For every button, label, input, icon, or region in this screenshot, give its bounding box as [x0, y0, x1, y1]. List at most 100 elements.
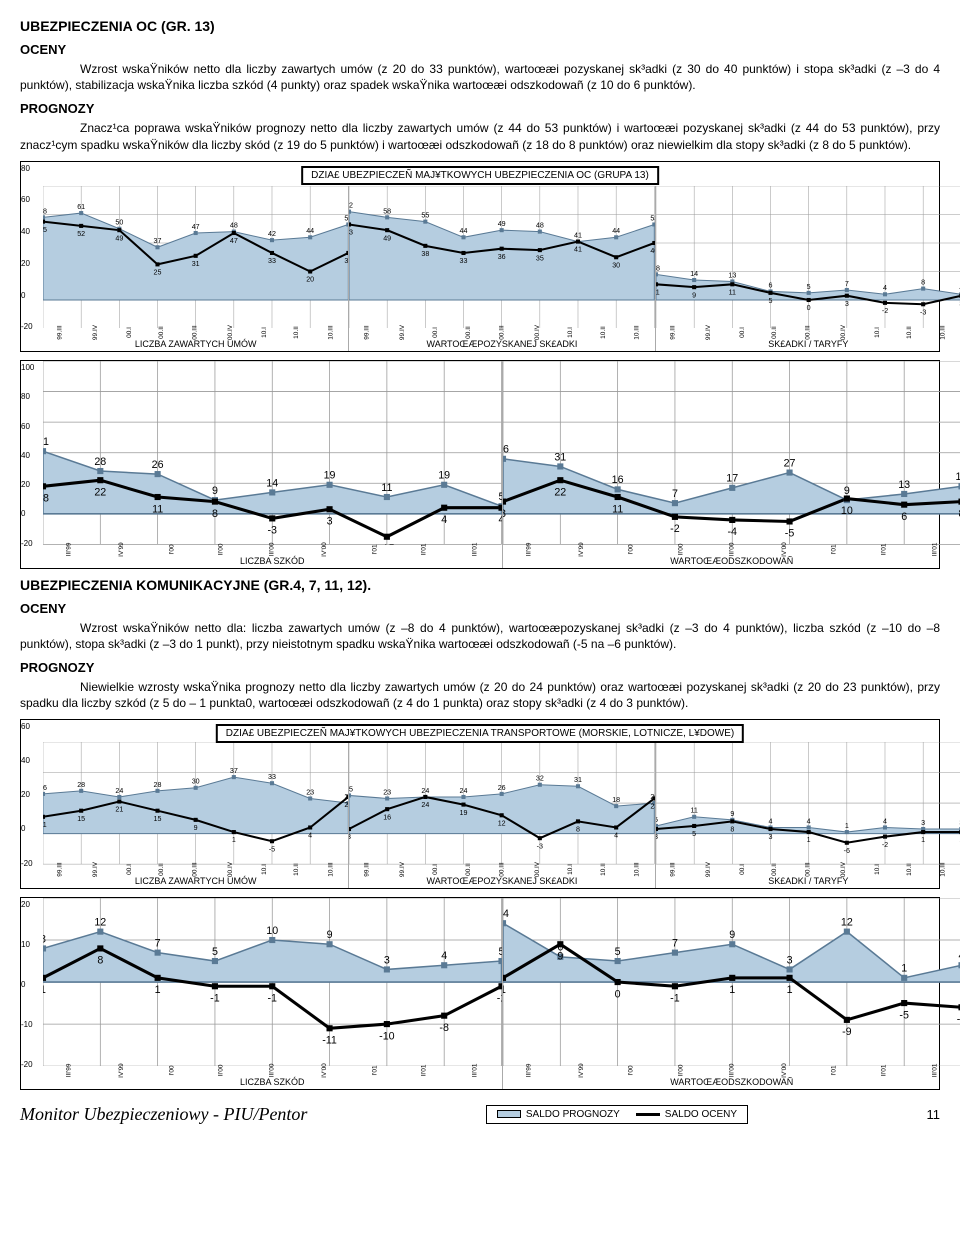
svg-text:1: 1 — [232, 837, 236, 845]
chart3-title: DZIA£ UBEZPIECZEÑ MAJ¥TKOWYCH UBEZPIECZE… — [216, 724, 744, 743]
svg-text:4: 4 — [308, 832, 312, 840]
svg-text:-10: -10 — [379, 1030, 395, 1042]
svg-text:4: 4 — [883, 284, 887, 292]
svg-text:-5: -5 — [899, 1009, 909, 1021]
chart3-panel-1: 252324242632311820316241912-3842399.III9… — [348, 742, 654, 887]
svg-text:4: 4 — [441, 514, 447, 526]
svg-text:49: 49 — [115, 234, 123, 242]
legend-ocena-label: SALDO OCENY — [665, 1109, 737, 1120]
svg-text:9: 9 — [212, 485, 218, 497]
svg-text:18: 18 — [955, 471, 960, 483]
svg-text:22: 22 — [554, 487, 566, 499]
svg-text:35: 35 — [536, 254, 544, 262]
svg-text:0: 0 — [614, 988, 620, 1000]
svg-text:-2: -2 — [670, 523, 680, 535]
svg-text:5: 5 — [614, 945, 620, 957]
svg-text:24: 24 — [115, 787, 123, 795]
svg-text:5: 5 — [806, 283, 810, 291]
svg-text:49: 49 — [498, 220, 506, 228]
chart4: 81275109345181-1-1-11-10-8-1III'99IV'99I… — [20, 897, 940, 1090]
svg-text:13: 13 — [728, 271, 736, 279]
page-footer: Monitor Ubezpieczeniowy - PIU/Pentor SAL… — [20, 1100, 940, 1125]
svg-text:3: 3 — [845, 300, 849, 308]
svg-text:18: 18 — [656, 264, 660, 272]
svg-text:-15: -15 — [379, 543, 395, 544]
svg-text:-1: -1 — [670, 992, 680, 1004]
svg-text:4: 4 — [615, 832, 619, 840]
svg-text:12: 12 — [840, 916, 852, 928]
svg-text:9: 9 — [557, 950, 563, 962]
svg-text:26: 26 — [43, 784, 47, 792]
svg-text:28: 28 — [77, 781, 85, 789]
section2-prognozy-text: Niewielkie wzrosty wskaŸnika prognozy ne… — [20, 679, 940, 711]
svg-text:7: 7 — [671, 488, 677, 500]
svg-text:-3: -3 — [267, 525, 277, 537]
chart2: 41282691419111951822118-33-1544III'99IV'… — [20, 360, 940, 568]
svg-text:9: 9 — [730, 810, 734, 818]
svg-text:11: 11 — [381, 482, 392, 494]
chart2-panel-1: 363116717279131882211-2-4-51068III'99IV'… — [502, 361, 960, 567]
svg-text:5: 5 — [692, 831, 696, 839]
section1-title: UBEZPIECZENIA OC (GR. 13) — [20, 18, 940, 34]
svg-text:41: 41 — [574, 231, 582, 239]
svg-text:52: 52 — [77, 230, 85, 238]
svg-text:9: 9 — [843, 485, 849, 497]
svg-text:37: 37 — [230, 767, 238, 775]
svg-text:1: 1 — [901, 962, 907, 974]
svg-text:3: 3 — [349, 834, 351, 842]
swatch-prognoza — [497, 1110, 521, 1118]
svg-text:10: 10 — [266, 924, 278, 936]
svg-text:31: 31 — [192, 260, 200, 268]
chart3: DZIA£ UBEZPIECZEÑ MAJ¥TKOWYCH UBEZPIECZE… — [20, 719, 940, 888]
page-number: 11 — [927, 1107, 941, 1122]
section1-prognozy-text: Znacz¹ca poprawa wskaŸników prognozy net… — [20, 120, 940, 152]
svg-text:31: 31 — [554, 452, 566, 464]
svg-text:48: 48 — [536, 221, 544, 229]
svg-text:15: 15 — [77, 815, 85, 823]
svg-text:18: 18 — [43, 493, 49, 505]
svg-text:-5: -5 — [269, 846, 275, 854]
svg-text:3: 3 — [656, 834, 658, 842]
svg-text:26: 26 — [498, 784, 506, 792]
svg-text:25: 25 — [349, 786, 353, 794]
svg-text:32: 32 — [536, 775, 544, 783]
svg-text:11: 11 — [612, 504, 623, 516]
svg-text:61: 61 — [77, 203, 85, 211]
svg-text:19: 19 — [438, 470, 450, 482]
svg-text:9: 9 — [692, 291, 696, 299]
svg-text:37: 37 — [154, 237, 162, 245]
svg-text:21: 21 — [115, 806, 123, 814]
chart3-panel-2: 511944143335831-6-21199.III99.IV00.I00.I… — [655, 742, 960, 887]
section2-prognozy-label: PROGNOZY — [20, 660, 940, 675]
svg-text:58: 58 — [43, 207, 47, 215]
svg-text:-2: -2 — [881, 841, 887, 849]
svg-text:48: 48 — [230, 221, 238, 229]
svg-text:41: 41 — [574, 245, 582, 253]
svg-text:11: 11 — [728, 288, 735, 296]
svg-text:9: 9 — [194, 824, 198, 832]
svg-text:22: 22 — [94, 487, 106, 499]
svg-text:-5: -5 — [784, 528, 794, 540]
svg-text:16: 16 — [384, 814, 392, 822]
svg-text:19: 19 — [460, 809, 468, 817]
svg-text:33: 33 — [268, 257, 276, 265]
svg-text:4: 4 — [883, 818, 887, 826]
svg-text:3: 3 — [327, 516, 333, 528]
svg-text:55: 55 — [422, 211, 430, 219]
legend-prognoza: SALDO PROGNOZY — [497, 1109, 620, 1120]
svg-text:16: 16 — [611, 474, 623, 486]
svg-text:14: 14 — [266, 478, 278, 490]
svg-text:19: 19 — [324, 470, 336, 482]
svg-text:-9: -9 — [842, 1026, 852, 1038]
swatch-ocena — [636, 1113, 660, 1116]
chart4-panel-0: 81275109345181-1-1-11-10-8-1III'99IV'99I… — [43, 898, 502, 1089]
chart3-panel-0: 2628242830373323201115211591-542499.III9… — [43, 742, 348, 887]
svg-text:31: 31 — [574, 777, 582, 785]
svg-text:38: 38 — [422, 250, 430, 258]
svg-text:14: 14 — [503, 908, 509, 920]
section1-oceny-label: OCENY — [20, 42, 940, 57]
svg-text:3: 3 — [921, 819, 925, 827]
svg-text:-3: -3 — [920, 308, 926, 316]
svg-text:1: 1 — [845, 822, 849, 830]
svg-text:41: 41 — [43, 436, 49, 448]
